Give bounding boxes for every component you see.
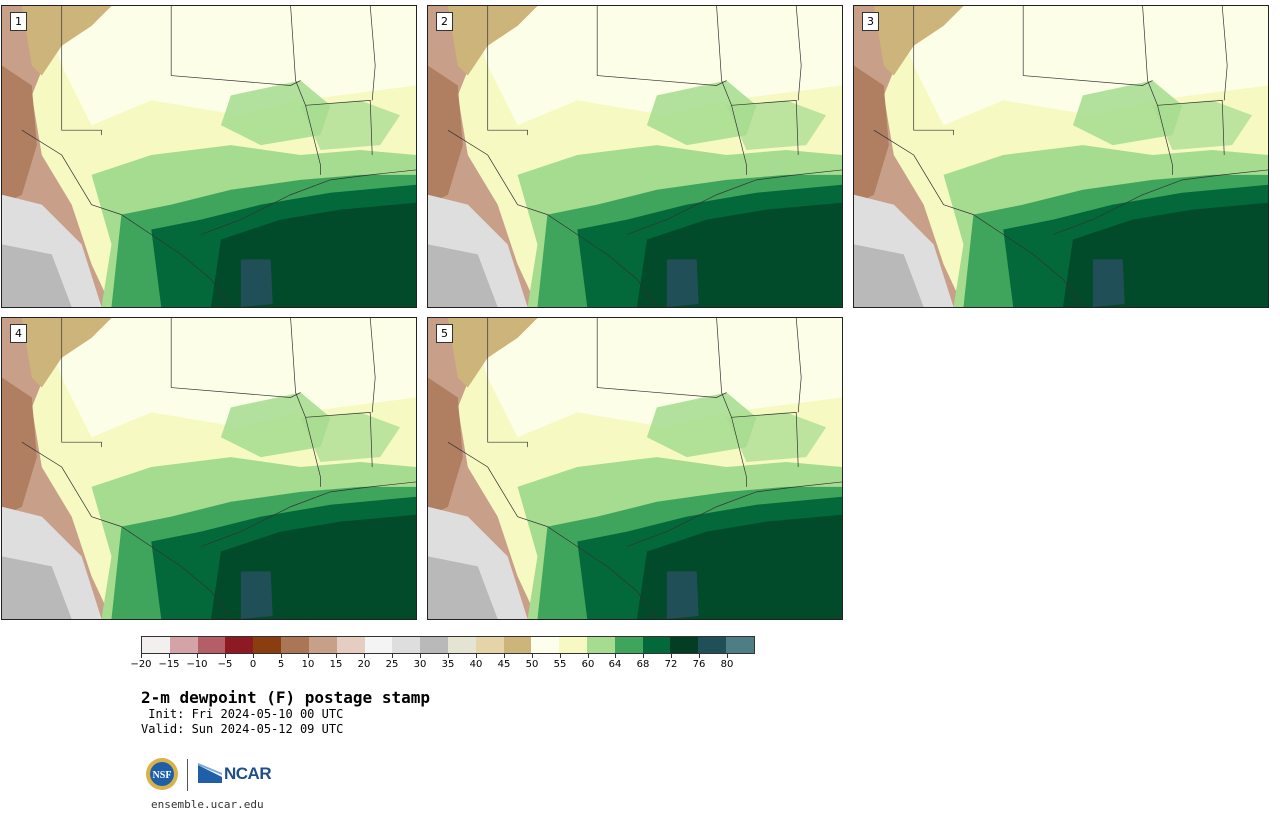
colorbar-segment — [642, 637, 671, 653]
colorbar-segment — [364, 637, 393, 653]
colorbar-segment — [587, 637, 615, 653]
logo-separator — [187, 759, 188, 791]
colorbar-segment — [559, 637, 587, 653]
map-panel-3: 3 — [853, 5, 1269, 308]
colorbar-tick-label: 30 — [413, 659, 427, 670]
panel-number-label: 4 — [10, 324, 27, 343]
colorbar-tick — [392, 654, 393, 658]
colorbar-tick — [169, 654, 170, 658]
colorbar-segment — [169, 637, 198, 653]
valid-time: Valid: Sun 2024-05-12 09 UTC — [141, 722, 344, 736]
colorbar-segment — [392, 637, 421, 653]
dewpoint-map — [2, 318, 416, 619]
colorbar-tick — [671, 654, 672, 658]
map-panel-1: 1 — [1, 5, 417, 308]
colorbar-segment — [308, 637, 337, 653]
colorbar-tick-label: 5 — [277, 659, 285, 670]
svg-text:NSF: NSF — [153, 770, 172, 781]
panel-number-label: 2 — [436, 12, 453, 31]
colorbar-tick-label: 0 — [249, 659, 257, 670]
colorbar-tick — [727, 654, 728, 658]
colorbar-segment — [336, 637, 365, 653]
colorbar-ticks: −20 −15 −10 −5 0 5 10 15 20 25 30 35 40 45 50 55 60 64 68 7… — [130, 654, 755, 674]
colorbar-segment — [253, 637, 282, 653]
nsf-logo: NSF — [145, 757, 179, 791]
colorbar-tick — [253, 654, 254, 658]
colorbar-tick — [197, 654, 198, 658]
colorbar-segment — [420, 637, 448, 653]
colorbar-segment — [142, 637, 170, 653]
colorbar-tick — [281, 654, 282, 658]
colorbar-tick — [141, 654, 142, 658]
colorbar-tick-label: 60 — [581, 659, 595, 670]
colorbar-tick — [336, 654, 337, 658]
colorbar-tick-label: 10 — [301, 659, 315, 670]
colorbar-tick — [560, 654, 561, 658]
colorbar-tick — [448, 654, 449, 658]
colorbar-tick — [420, 654, 421, 658]
colorbar-segment — [503, 637, 532, 653]
dewpoint-map — [2, 6, 416, 307]
colorbar-tick-label: 72 — [664, 659, 678, 670]
colorbar-tick — [308, 654, 309, 658]
dewpoint-map — [428, 318, 842, 619]
panel-number-label: 5 — [436, 324, 453, 343]
colorbar-tick — [476, 654, 477, 658]
colorbar-segment — [281, 637, 309, 653]
colorbar-tick-label: 25 — [385, 659, 399, 670]
colorbar-tick — [532, 654, 533, 658]
colorbar-tick-label: 76 — [692, 659, 706, 670]
colorbar-segment — [197, 637, 226, 653]
dewpoint-map — [854, 6, 1268, 307]
dewpoint-map — [428, 6, 842, 307]
colorbar-tick-label: 35 — [441, 659, 455, 670]
website-url: ensemble.ucar.edu — [151, 798, 264, 811]
colorbar-tick — [699, 654, 700, 658]
colorbar-tick — [643, 654, 644, 658]
colorbar-tick-label: 64 — [608, 659, 622, 670]
colorbar-tick-label: 20 — [357, 659, 371, 670]
colorbar-tick-label: 40 — [469, 659, 483, 670]
ncar-logo: NCAR — [198, 762, 272, 786]
colorbar-tick-label: 50 — [525, 659, 539, 670]
colorbar-tick — [504, 654, 505, 658]
colorbar-segment — [475, 637, 504, 653]
init-time: Init: Fri 2024-05-10 00 UTC — [141, 707, 344, 721]
colorbar-tick-label: 80 — [720, 659, 734, 670]
colorbar-segment — [614, 637, 643, 653]
panel-number-label: 3 — [862, 12, 879, 31]
colorbar-tick-label: −20 — [130, 659, 152, 670]
colorbar-segment — [447, 637, 476, 653]
colorbar-tick-label: 45 — [497, 659, 511, 670]
colorbar-segment — [225, 637, 254, 653]
colorbar-tick — [615, 654, 616, 658]
colorbar-tick-label: 55 — [553, 659, 567, 670]
colorbar-tick-label: −15 — [158, 659, 180, 670]
map-panel-2: 2 — [427, 5, 843, 308]
colorbar-tick — [588, 654, 589, 658]
plot-title: 2-m dewpoint (F) postage stamp — [141, 688, 430, 707]
colorbar-segment — [670, 637, 699, 653]
colorbar-tick-label: 15 — [329, 659, 343, 670]
colorbar — [141, 636, 755, 654]
colorbar-segment — [698, 637, 727, 653]
map-panel-5: 5 — [427, 317, 843, 620]
panel-number-label: 1 — [10, 12, 27, 31]
map-panel-4: 4 — [1, 317, 417, 620]
colorbar-tick — [225, 654, 226, 658]
colorbar-tick-label: −10 — [186, 659, 208, 670]
colorbar-tick-label: 68 — [636, 659, 650, 670]
colorbar-segment — [531, 637, 560, 653]
colorbar-segment — [726, 637, 754, 653]
colorbar-tick-label: −5 — [217, 659, 233, 670]
colorbar-tick — [364, 654, 365, 658]
